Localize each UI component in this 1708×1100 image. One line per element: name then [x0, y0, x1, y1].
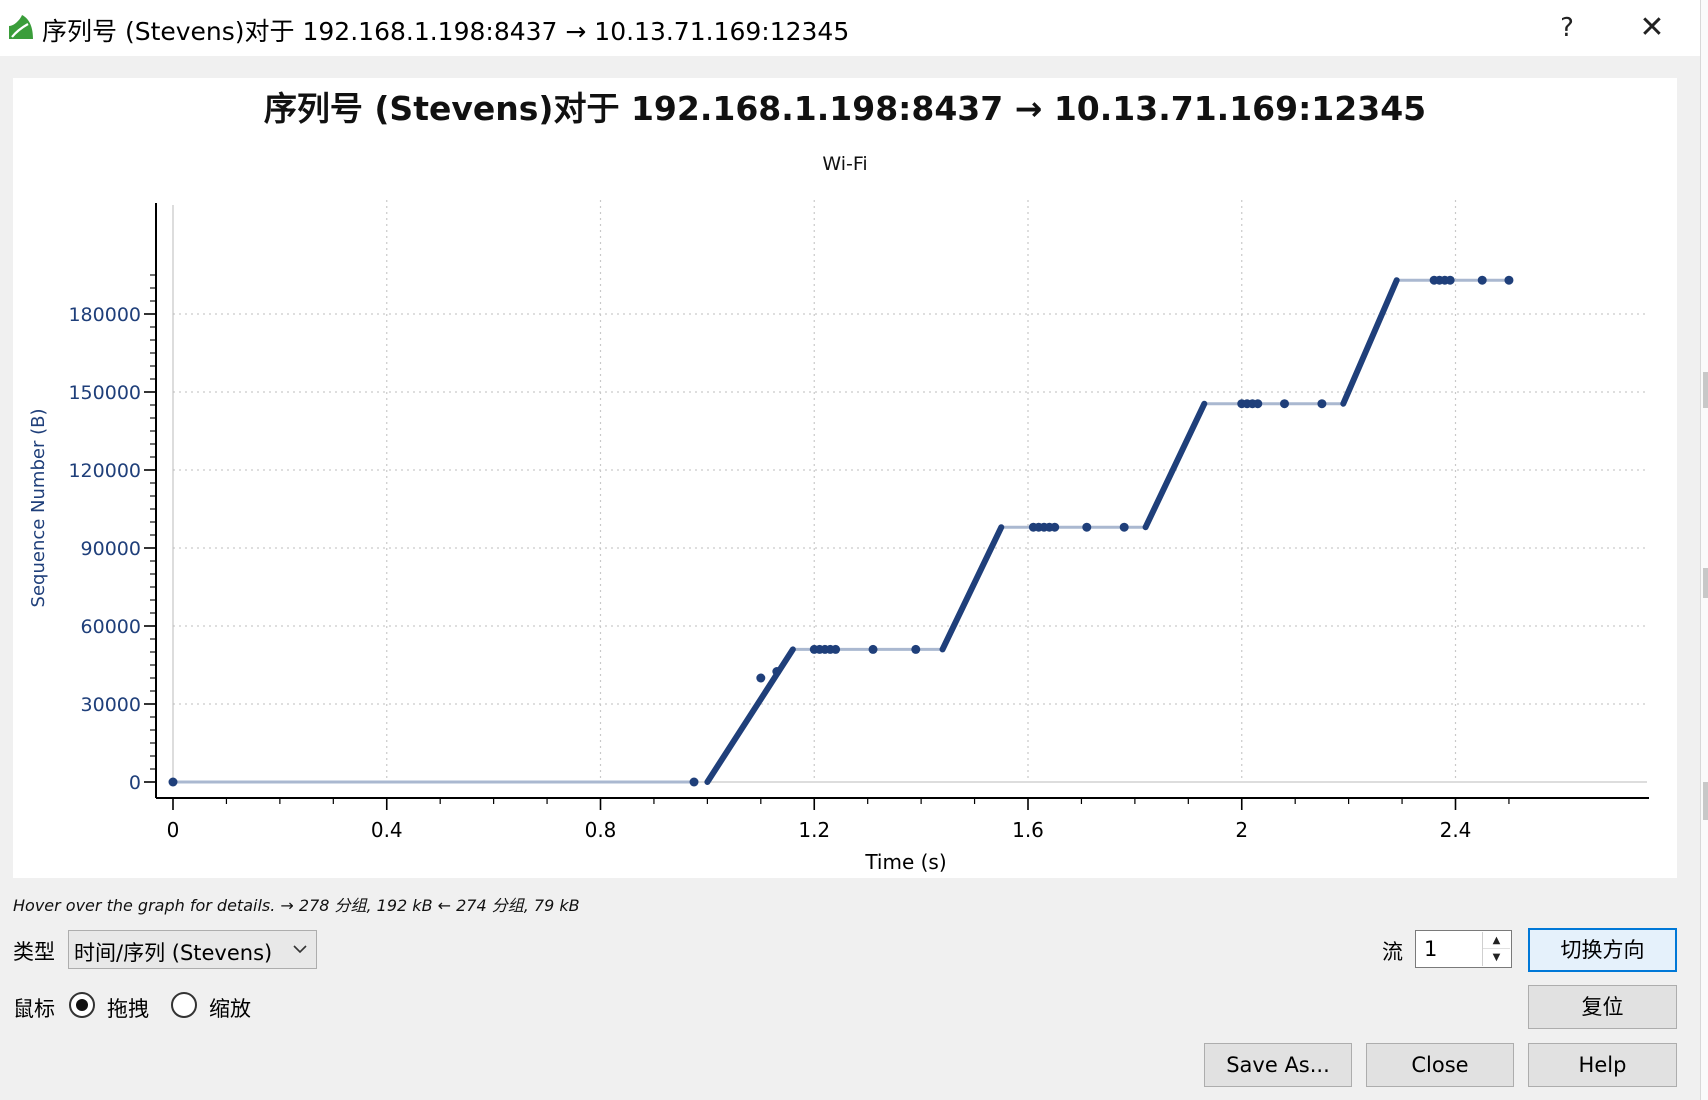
x-tick-label: 2 — [1235, 818, 1248, 842]
spin-up-icon[interactable]: ▲ — [1483, 932, 1510, 949]
data-point — [1253, 399, 1263, 409]
graph-type-value: 时间/序列 (Stevens) — [74, 941, 273, 965]
data-point — [756, 673, 766, 683]
close-button[interactable]: Close — [1366, 1043, 1514, 1087]
data-point — [1280, 399, 1289, 409]
drag-radio[interactable] — [69, 992, 95, 1018]
data-point — [831, 644, 841, 654]
data-series — [168, 275, 1514, 787]
graph-panel[interactable]: 0 0.4 0.8 1.2 1.6 2 2.4 0 30000 60000 90000 120000 1… — [13, 78, 1677, 878]
mouse-label: 鼠标 — [13, 997, 55, 1021]
x-tick-label: 0.8 — [585, 818, 617, 842]
data-point — [1050, 522, 1060, 532]
chevron-down-icon — [293, 945, 307, 954]
y-tick-label: 180000 — [68, 304, 141, 326]
data-point — [911, 644, 921, 654]
switch-direction-button[interactable]: 切换方向 — [1528, 928, 1677, 972]
x-tick-label: 0.4 — [371, 818, 403, 842]
save-as-button[interactable]: Save As... — [1204, 1043, 1352, 1087]
data-point — [1119, 522, 1129, 532]
chart-title: 序列号 (Stevens)对于 192.168.1.198:8437 → 10.… — [264, 89, 1426, 128]
y-tick-label: 30000 — [81, 694, 141, 716]
background-window-edge — [1700, 0, 1708, 1100]
data-point — [868, 644, 878, 654]
stream-spinbox[interactable]: 1 ▲ ▼ — [1415, 930, 1512, 968]
ramp-segment — [1340, 277, 1400, 407]
hover-hint: Hover over the graph for details. → 278 … — [13, 896, 580, 915]
chart-subtitle: Wi-Fi — [822, 153, 867, 175]
drag-label: 拖拽 — [107, 997, 149, 1021]
y-tick-label: 90000 — [81, 538, 141, 560]
y-tick-label: 150000 — [68, 382, 141, 404]
zoom-label: 缩放 — [209, 997, 251, 1021]
data-point — [1082, 522, 1092, 532]
x-tick-label: 1.2 — [798, 818, 830, 842]
x-tick-label: 0 — [167, 818, 180, 842]
y-tick-label: 0 — [129, 772, 141, 794]
spin-down-icon[interactable]: ▼ — [1492, 952, 1501, 963]
y-tick-label: 60000 — [81, 616, 141, 638]
help-title-button[interactable]: ? — [1560, 13, 1574, 43]
stream-value: 1 — [1424, 937, 1438, 961]
window-title: 序列号 (Stevens)对于 192.168.1.198:8437 → 10.… — [42, 17, 850, 46]
stream-label: 流 — [1382, 940, 1403, 964]
data-point — [1504, 275, 1514, 285]
y-tick-label: 120000 — [68, 460, 141, 482]
help-button[interactable]: Help — [1528, 1043, 1677, 1087]
spin-arrows: ▲ ▼ — [1482, 932, 1510, 966]
radio-selected-dot — [76, 999, 88, 1011]
data-point — [168, 777, 178, 787]
x-tick-label: 2.4 — [1440, 818, 1472, 842]
reset-button[interactable]: 复位 — [1528, 985, 1677, 1029]
chart-labels: 0 0.4 0.8 1.2 1.6 2 2.4 0 30000 60000 90000 120000 1… — [28, 89, 1471, 874]
data-point — [689, 777, 699, 787]
axes — [144, 203, 1649, 810]
wireshark-fin-icon — [7, 13, 35, 41]
zoom-radio[interactable] — [171, 992, 197, 1018]
type-label: 类型 — [13, 940, 55, 964]
x-tick-label: 1.6 — [1012, 818, 1044, 842]
data-point — [1317, 399, 1327, 409]
sequence-chart[interactable]: 0 0.4 0.8 1.2 1.6 2 2.4 0 30000 60000 90000 120000 1… — [13, 78, 1677, 878]
ramp-segment — [939, 524, 1005, 653]
data-point — [1477, 275, 1487, 285]
close-window-button[interactable]: ✕ — [1639, 10, 1665, 45]
grid-lines — [173, 200, 1647, 782]
graph-type-select[interactable]: 时间/序列 (Stevens) — [68, 930, 317, 969]
title-bar: 序列号 (Stevens)对于 192.168.1.198:8437 → 10.… — [0, 0, 1700, 56]
data-point — [772, 667, 782, 676]
data-point — [1445, 275, 1455, 285]
y-axis-label: Sequence Number (B) — [28, 409, 49, 608]
x-axis-label: Time (s) — [864, 850, 946, 874]
ramp-segment — [1142, 400, 1208, 531]
